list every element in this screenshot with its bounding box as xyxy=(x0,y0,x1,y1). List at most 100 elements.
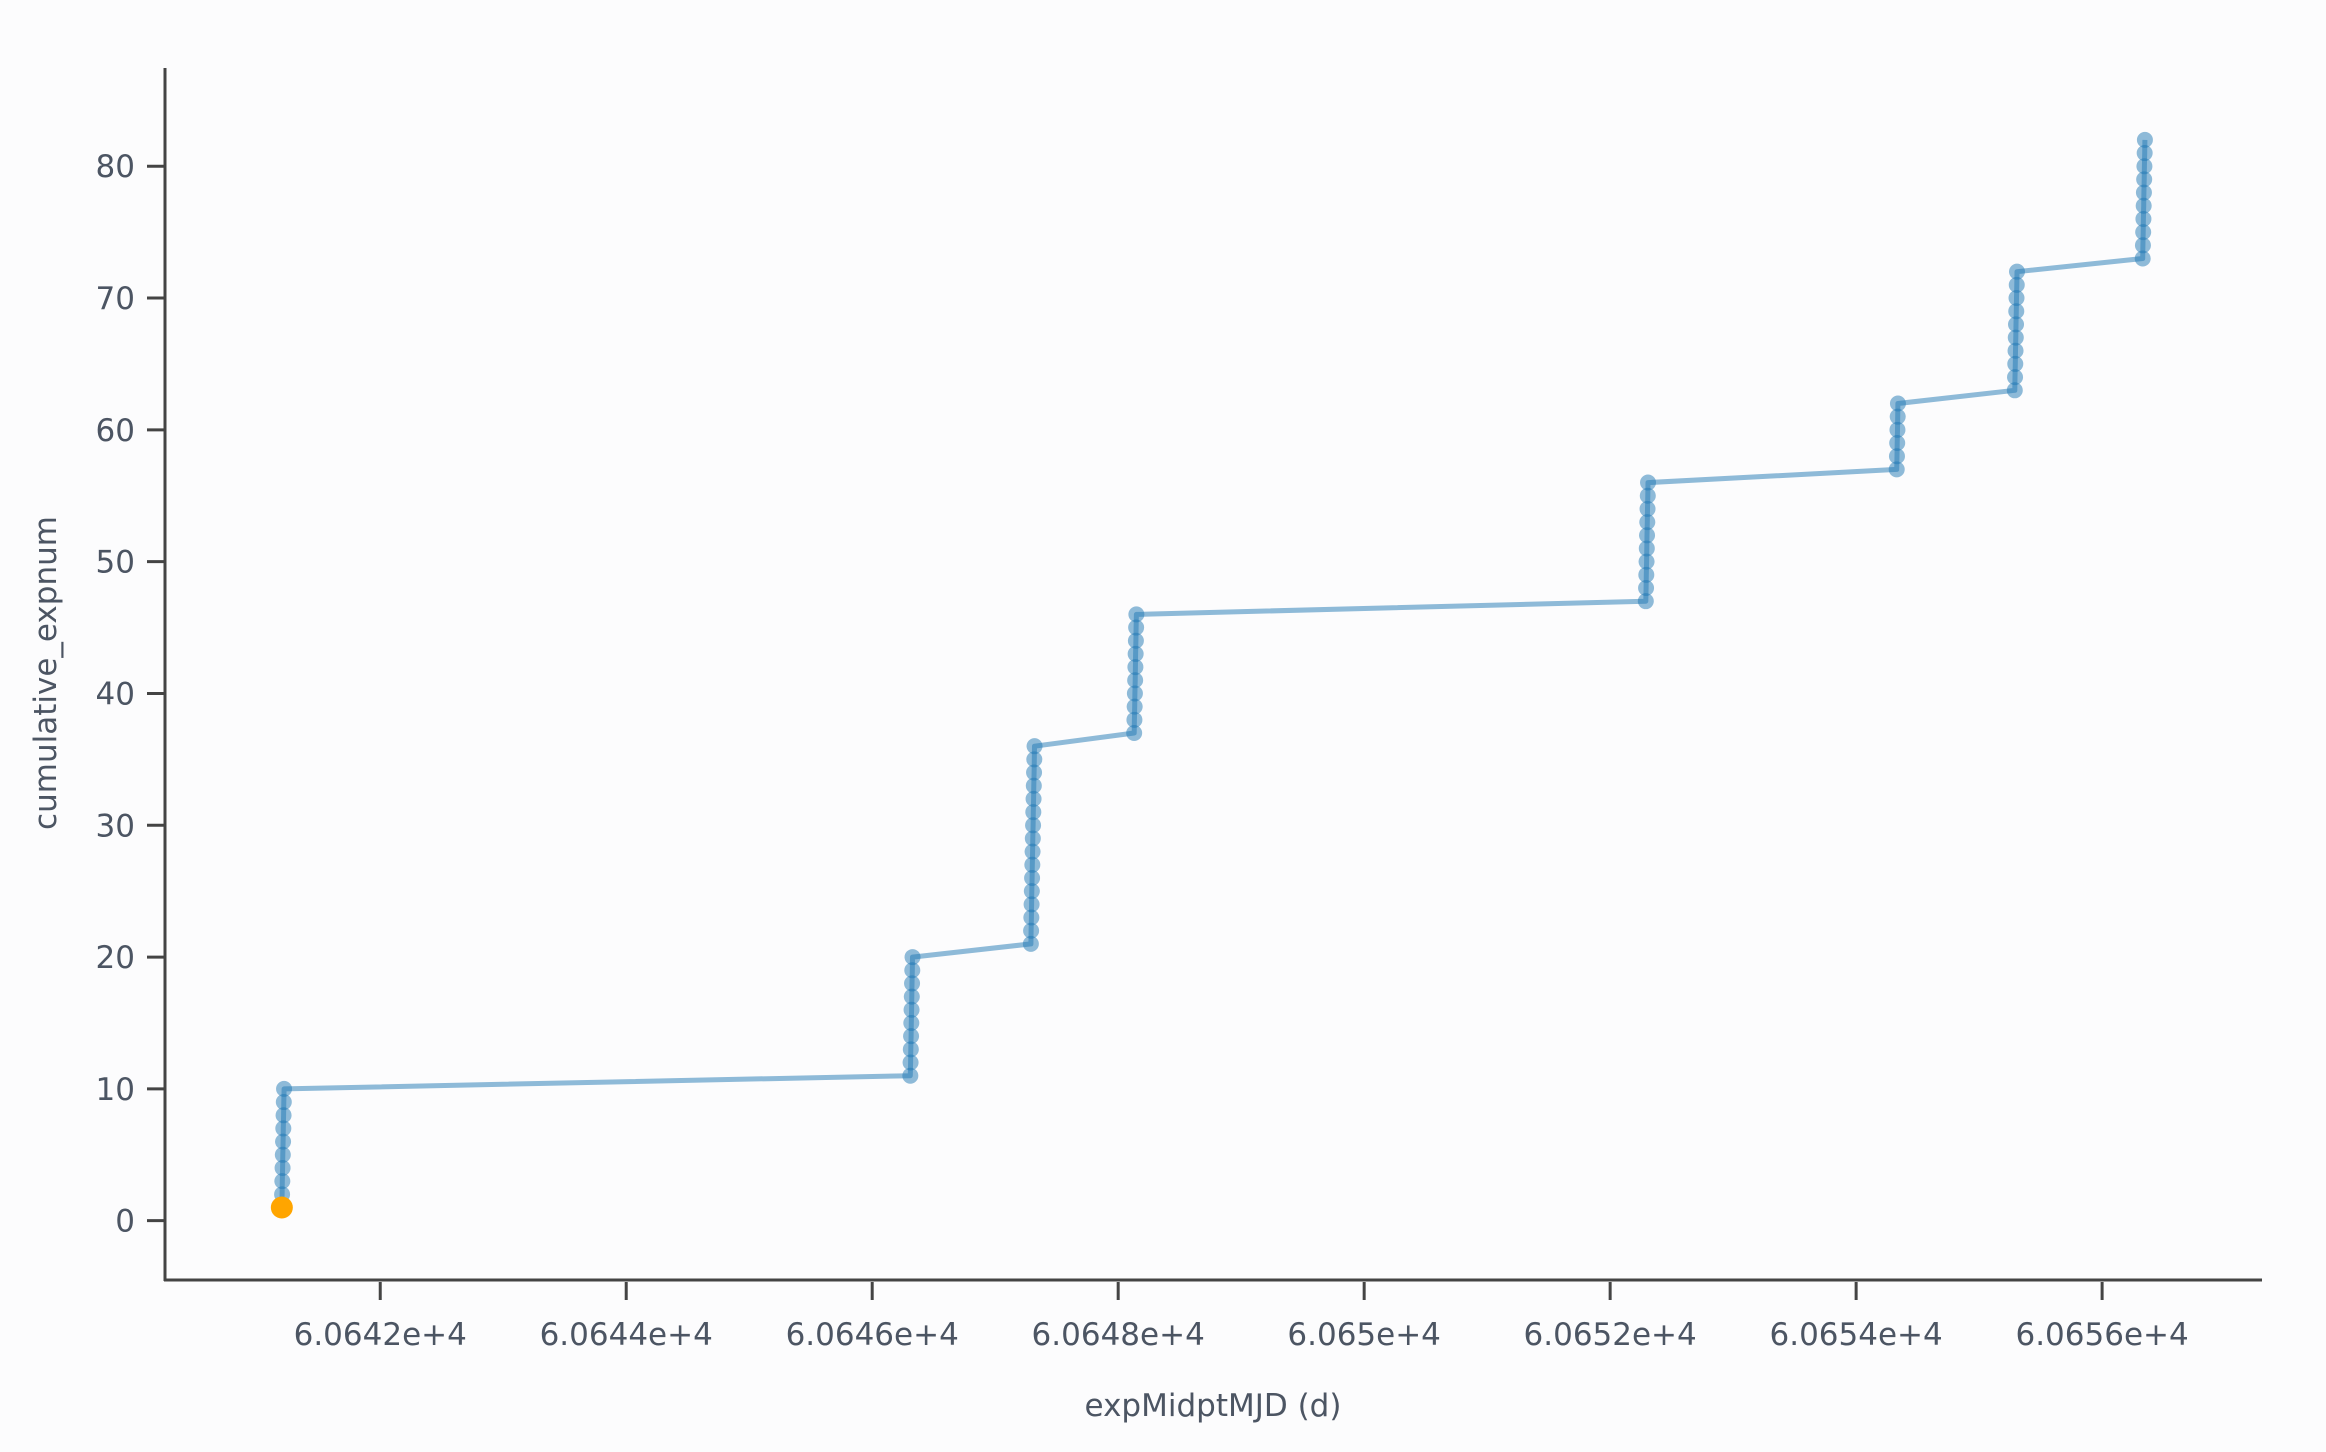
data-point[interactable] xyxy=(1638,553,1655,570)
data-point[interactable] xyxy=(274,1146,291,1163)
data-point[interactable] xyxy=(1639,514,1656,531)
data-point[interactable] xyxy=(1024,830,1041,847)
data-point[interactable] xyxy=(1023,909,1040,926)
data-point[interactable] xyxy=(1023,922,1040,939)
data-point[interactable] xyxy=(1022,935,1039,952)
data-point[interactable] xyxy=(903,1001,920,1018)
y-tick-label: 20 xyxy=(96,940,135,976)
data-point[interactable] xyxy=(1025,817,1042,834)
data-point[interactable] xyxy=(902,1054,919,1071)
data-point[interactable] xyxy=(2008,303,2025,320)
y-tick-label: 80 xyxy=(96,149,135,185)
data-point[interactable] xyxy=(1127,645,1144,662)
data-point[interactable] xyxy=(902,1067,919,1084)
data-point[interactable] xyxy=(1026,764,1043,781)
data-point[interactable] xyxy=(2008,290,2025,307)
data-point[interactable] xyxy=(274,1159,291,1176)
data-point[interactable] xyxy=(2008,276,2025,293)
data-point[interactable] xyxy=(1127,659,1144,676)
y-tick-label: 70 xyxy=(96,281,135,317)
data-point[interactable] xyxy=(274,1173,291,1190)
data-point[interactable] xyxy=(2136,171,2153,188)
y-tick-label: 50 xyxy=(96,545,135,581)
y-axis-title: cumulative_expnum xyxy=(28,516,64,830)
data-point[interactable] xyxy=(2007,329,2024,346)
data-point[interactable] xyxy=(904,949,921,966)
data-point[interactable] xyxy=(1889,395,1906,412)
data-point[interactable] xyxy=(903,1014,920,1031)
data-point[interactable] xyxy=(1127,672,1144,689)
data-point[interactable] xyxy=(2135,197,2152,214)
data-point[interactable] xyxy=(1126,711,1143,728)
data-point[interactable] xyxy=(1889,435,1906,452)
data-point[interactable] xyxy=(2007,369,2024,386)
data-point[interactable] xyxy=(1026,751,1043,768)
data-point[interactable] xyxy=(1025,790,1042,807)
data-point[interactable] xyxy=(2134,250,2151,267)
series-line xyxy=(279,139,2148,1208)
x-tick-label: 6.0644e+4 xyxy=(540,1317,713,1353)
data-point[interactable] xyxy=(2009,263,2026,280)
data-point[interactable] xyxy=(2135,210,2152,227)
data-point[interactable] xyxy=(2136,131,2153,148)
y-tick-label: 30 xyxy=(96,808,135,844)
data-point[interactable] xyxy=(1640,474,1657,491)
data-point[interactable] xyxy=(903,1028,920,1045)
data-point[interactable] xyxy=(2007,355,2024,372)
data-point[interactable] xyxy=(1025,777,1042,794)
data-point[interactable] xyxy=(1128,606,1145,623)
data-point[interactable] xyxy=(2006,382,2023,399)
data-point[interactable] xyxy=(1889,421,1906,438)
data-point[interactable] xyxy=(2008,316,2025,333)
data-point[interactable] xyxy=(1026,738,1043,755)
data-point[interactable] xyxy=(1126,724,1143,741)
data-point[interactable] xyxy=(1126,685,1143,702)
data-point[interactable] xyxy=(1639,527,1656,544)
data-point[interactable] xyxy=(1126,698,1143,715)
x-tick-label: 6.065e+4 xyxy=(1287,1317,1441,1353)
data-point[interactable] xyxy=(1639,487,1656,504)
data-point[interactable] xyxy=(1023,896,1040,913)
data-point[interactable] xyxy=(1888,461,1905,478)
y-tick-label: 0 xyxy=(115,1204,135,1240)
data-point[interactable] xyxy=(2134,237,2151,254)
data-point[interactable] xyxy=(1025,804,1042,821)
data-point[interactable] xyxy=(904,975,921,992)
x-axis-title: expMidptMJD (d) xyxy=(1085,1388,1342,1424)
data-point[interactable] xyxy=(1638,580,1655,597)
data-point[interactable] xyxy=(1637,593,1654,610)
data-point[interactable] xyxy=(275,1107,292,1124)
data-point[interactable] xyxy=(1024,869,1041,886)
x-tick-label: 6.0656e+4 xyxy=(2015,1317,2188,1353)
data-point[interactable] xyxy=(275,1094,292,1111)
highlighted-data-point[interactable] xyxy=(270,1196,293,1219)
x-tick-label: 6.0646e+4 xyxy=(786,1317,959,1353)
data-point[interactable] xyxy=(1024,856,1041,873)
data-point[interactable] xyxy=(904,962,921,979)
data-point[interactable] xyxy=(2136,158,2153,175)
data-point[interactable] xyxy=(2135,184,2152,201)
data-point[interactable] xyxy=(902,1041,919,1058)
data-point[interactable] xyxy=(1127,632,1144,649)
data-point[interactable] xyxy=(1023,883,1040,900)
data-point[interactable] xyxy=(1128,619,1145,636)
data-point[interactable] xyxy=(275,1120,292,1137)
data-point[interactable] xyxy=(1639,500,1656,517)
data-point[interactable] xyxy=(903,988,920,1005)
data-point[interactable] xyxy=(275,1133,292,1150)
x-tick-label: 6.0654e+4 xyxy=(1770,1317,1943,1353)
data-point[interactable] xyxy=(2135,224,2152,241)
data-point[interactable] xyxy=(1024,843,1041,860)
data-point[interactable] xyxy=(276,1080,293,1097)
data-point[interactable] xyxy=(1888,448,1905,465)
data-point[interactable] xyxy=(2007,342,2024,359)
x-ticks: 6.0642e+4 6.0644e+4 6.0646e+4 6.0648e+4 6.06… xyxy=(294,1282,2189,1353)
data-point[interactable] xyxy=(1638,566,1655,583)
data-point[interactable] xyxy=(2136,145,2153,162)
data-point[interactable] xyxy=(1638,540,1655,557)
y-ticks: 0 10 20 30 40 50 60 70 80 xyxy=(96,149,165,1240)
y-tick-label: 10 xyxy=(96,1072,135,1108)
data-point[interactable] xyxy=(1889,408,1906,425)
plot-area[interactable] xyxy=(270,131,2153,1219)
